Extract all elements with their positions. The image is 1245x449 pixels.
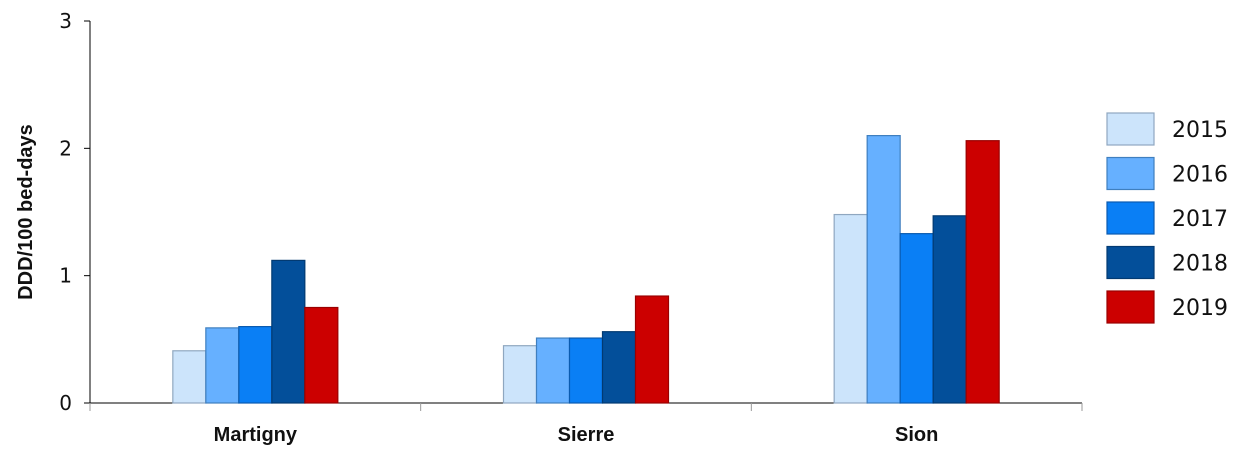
y-tick-label: 3 xyxy=(59,9,72,33)
bar-sierre-2016 xyxy=(535,337,571,404)
bar-sierre-2017 xyxy=(568,337,604,404)
y-tick-label: 1 xyxy=(59,264,72,288)
bar-martigny-2015 xyxy=(172,350,207,404)
axis-labels: Martigny Sierre Sion DDD/100 bed-days xyxy=(15,124,938,446)
y-tick-label: 2 xyxy=(59,136,72,160)
bar-sion-2015 xyxy=(833,213,868,404)
bar-sion-2018 xyxy=(932,215,967,404)
x-category-label: Sierre xyxy=(558,424,615,445)
bar-sion-2016 xyxy=(866,135,901,404)
legend-label: 2016 xyxy=(1172,163,1228,188)
legend-swatch xyxy=(1106,201,1155,235)
bar-martigny-2016 xyxy=(205,327,240,404)
y-axis-title: DDD/100 bed-days xyxy=(15,124,37,300)
bar-martigny-2018 xyxy=(271,259,306,404)
legend: 2015 2016 2017 2018 2019 xyxy=(1106,112,1228,324)
legend-label: 2019 xyxy=(1172,296,1228,321)
legend-swatch xyxy=(1106,156,1155,191)
bar-martigny-2017 xyxy=(238,326,273,404)
bar-martigny-2019 xyxy=(304,306,339,404)
x-category-label: Sion xyxy=(895,424,938,445)
legend-label: 2017 xyxy=(1172,207,1228,232)
y-tick-label: 0 xyxy=(59,391,72,415)
x-category-label: Martigny xyxy=(214,424,298,445)
legend-swatch xyxy=(1106,290,1155,324)
legend-swatch xyxy=(1106,112,1155,146)
bar-sion-2019 xyxy=(965,140,1000,404)
legend-swatch xyxy=(1106,245,1155,280)
bar-sierre-2019 xyxy=(634,295,670,404)
bar-sierre-2018 xyxy=(601,331,637,404)
legend-label: 2015 xyxy=(1172,118,1228,143)
legend-label: 2018 xyxy=(1172,252,1228,277)
bar-sion-2017 xyxy=(899,233,934,404)
bars xyxy=(172,135,1000,404)
bar-sierre-2015 xyxy=(502,345,538,404)
